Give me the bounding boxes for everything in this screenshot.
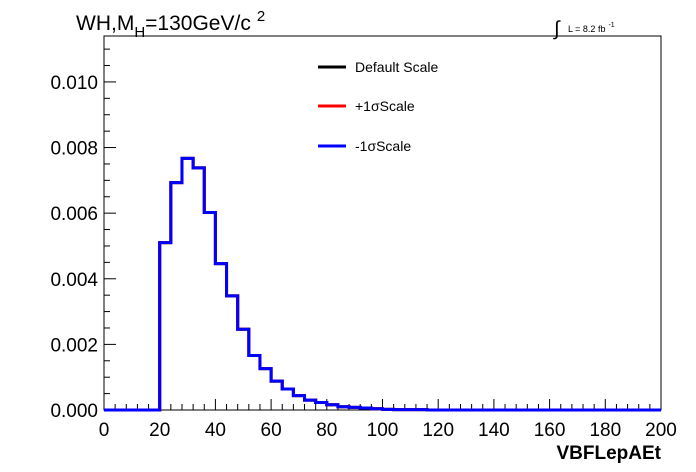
x-tick-label: 80	[316, 420, 337, 441]
series-line-0	[104, 156, 661, 412]
x-tick-label: 160	[534, 420, 566, 441]
title-subscript: H	[134, 24, 145, 41]
y-axis: 0.000 0.002 0.004 0.006 0.008 0.010	[50, 48, 116, 422]
y-tick-label: 0.010	[50, 73, 98, 94]
legend: Default Scale +1σScale -1σScale	[318, 59, 438, 154]
y-tick-label: 0.008	[50, 139, 98, 160]
title-mass: =130GeV/c	[145, 12, 251, 35]
title-superscript: 2	[257, 8, 265, 25]
series-group	[104, 156, 661, 412]
legend-label-minus: -1σScale	[355, 138, 411, 154]
x-tick-label: 120	[422, 420, 454, 441]
x-tick-label: 60	[261, 420, 282, 441]
series-line-2	[104, 156, 661, 412]
lumi-superscript: -1	[608, 22, 614, 29]
x-tick-label: 140	[478, 420, 510, 441]
x-axis: 0 20 40 60 80 100 120 140 160 180 200	[99, 399, 677, 441]
y-tick-label: 0.002	[50, 335, 98, 356]
x-tick-label: 200	[645, 420, 677, 441]
plot-frame	[103, 35, 662, 411]
y-tick-label: 0.006	[50, 204, 98, 225]
x-tick-label: 180	[589, 420, 621, 441]
chart-title: WH,MH=130GeV/c 2	[76, 8, 265, 41]
y-tick-label: 0.004	[50, 270, 98, 291]
x-axis-title: VBFLepAEt	[557, 443, 662, 464]
integral-symbol: ∫	[553, 18, 561, 40]
svg-text:WH,MH=130GeV/c2: WH,MH=130GeV/c 2	[76, 8, 265, 41]
x-tick-label: 20	[149, 420, 170, 441]
luminosity-label: ∫ L = 8.2 fb -1	[553, 18, 615, 40]
legend-label-default: Default Scale	[355, 59, 438, 75]
y-tick-label: 0.000	[50, 401, 98, 422]
title-process: WH,M	[76, 12, 134, 35]
lumi-text: L = 8.2 fb	[568, 24, 605, 34]
x-tick-label: 40	[205, 420, 226, 441]
x-tick-label: 100	[367, 420, 399, 441]
series-line-1	[104, 156, 661, 412]
legend-label-plus: +1σScale	[355, 98, 415, 114]
x-tick-label: 0	[99, 420, 110, 441]
svg-text:L = 8.2 fb-1: L = 8.2 fb -1	[568, 22, 615, 34]
